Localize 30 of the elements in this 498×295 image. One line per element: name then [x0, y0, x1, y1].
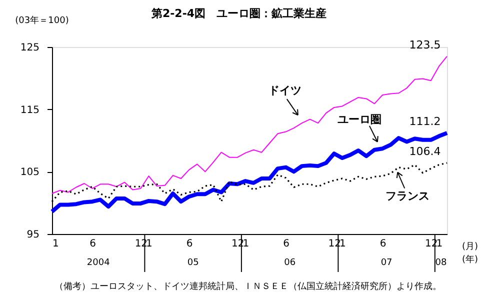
text: 08 [435, 258, 447, 268]
x-tick-label: 1 [436, 238, 443, 250]
text: 2004 [86, 258, 110, 268]
text: (03年＝100) [15, 15, 69, 26]
text: (月) [462, 242, 478, 252]
x-tick-label: 6 [283, 238, 290, 250]
data-label: 111.2 [409, 115, 441, 128]
y-tick-label: 95 [26, 230, 40, 240]
x-tick-label: 1 [340, 238, 346, 250]
x-tick-label: 1 [146, 238, 152, 250]
series-label: ユーロ圏 [337, 112, 382, 126]
y-tick-label: 105 [20, 167, 40, 178]
legend-label: フランス [386, 189, 430, 202]
x-tick-label: 1 [52, 238, 59, 250]
y-tick-label: 115 [20, 104, 40, 116]
text: （備考）ユーロスタット、ドイツ連邦統計局、ＩＮＳＥＥ（仏国立統計経済研究所）より作成。 [54, 281, 442, 292]
text: 06 [284, 258, 296, 268]
chart-title: 第2-2-4図 ユーロ圏：鉱工業生産 [150, 7, 327, 20]
data-label: 106.4 [409, 144, 441, 158]
line-series [50, 131, 449, 214]
x-tick-label: 1 [242, 238, 250, 250]
y-tick-label: 125 [20, 42, 40, 54]
text: 05 [187, 258, 199, 268]
x-tick-label: 6 [380, 238, 386, 250]
text: 07 [380, 258, 392, 268]
x-tick-label: 6 [90, 238, 96, 250]
data-label: 123.5 [409, 38, 441, 52]
text: (年) [462, 254, 478, 265]
x-tick-label: 6 [186, 238, 193, 250]
text: ドイツ [268, 84, 302, 98]
